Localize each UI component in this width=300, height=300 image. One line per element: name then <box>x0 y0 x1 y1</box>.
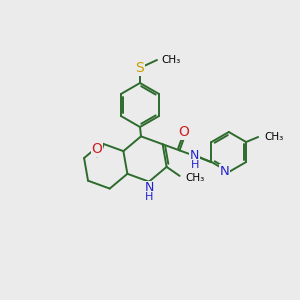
Text: H: H <box>190 160 199 170</box>
Text: N: N <box>220 164 230 178</box>
Text: O: O <box>178 125 189 139</box>
Text: CH₃: CH₃ <box>161 55 180 65</box>
Text: N: N <box>190 149 199 162</box>
Text: N: N <box>144 181 154 194</box>
Text: H: H <box>145 192 153 202</box>
Text: CH₃: CH₃ <box>264 132 284 142</box>
Text: CH₃: CH₃ <box>186 173 205 183</box>
Text: S: S <box>136 61 144 75</box>
Text: O: O <box>92 142 102 156</box>
